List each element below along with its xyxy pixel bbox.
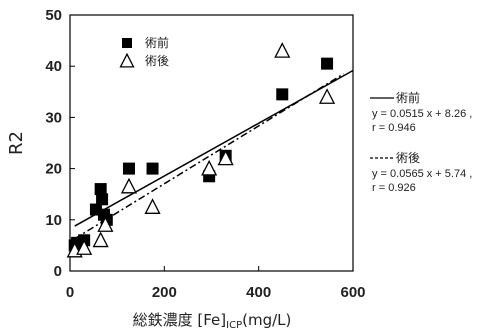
- legend-marker-postop: [119, 52, 135, 68]
- x-axis-title: 総鉄濃度 [Fe]ICP(mg/L): [133, 311, 292, 331]
- annotation-label: 術前: [396, 90, 420, 105]
- point-postop: [76, 239, 93, 255]
- axes: [69, 14, 354, 272]
- legend-marker-preop: [122, 38, 132, 48]
- point-postop: [201, 159, 218, 176]
- y-tick-label: 20: [45, 161, 62, 178]
- fit-line-preop: [74, 69, 354, 227]
- fit-annotations: 術前 y = 0.0515 x + 8.26 , r = 0.946 術後 y = 0.…: [370, 90, 472, 194]
- point-preop: [96, 193, 109, 206]
- annotation-equation: y = 0.0515 x + 8.26 ,: [372, 108, 472, 120]
- x-tick-label: 400: [246, 284, 271, 301]
- point-preop: [94, 183, 107, 196]
- point-postop: [144, 198, 161, 214]
- legend-label: 術前: [145, 35, 169, 50]
- data-points: [66, 42, 336, 258]
- y-tick-label: 50: [45, 7, 62, 24]
- point-preop: [146, 162, 159, 175]
- fit-lines: [74, 69, 354, 240]
- y-tick-label: 10: [45, 212, 62, 229]
- x-axis-title-subscript: ICP: [226, 320, 242, 331]
- x-tick-label: 0: [66, 284, 74, 301]
- annotation-r-value: r = 0.946: [372, 122, 416, 134]
- point-preop: [122, 162, 135, 175]
- point-preop: [321, 57, 334, 70]
- fit-line-postop: [74, 73, 344, 240]
- point-postop: [217, 149, 234, 166]
- plot-frame: [69, 14, 354, 272]
- legend-label: 術後: [145, 54, 169, 68]
- annotation-label: 術後: [396, 151, 420, 165]
- point-postop: [318, 88, 336, 104]
- x-axis-title-main: 総鉄濃度 [Fe]: [133, 311, 227, 329]
- x-tick-label: 600: [340, 284, 365, 301]
- point-postop: [92, 231, 109, 248]
- y-tick-label: 40: [45, 58, 62, 75]
- x-tick-label: 200: [152, 284, 177, 301]
- y-tick-label: 30: [45, 109, 62, 126]
- point-postop: [120, 177, 138, 194]
- x-axis-title-unit: (mg/L): [242, 311, 291, 329]
- point-preop: [276, 88, 289, 101]
- annotation-r-value: r = 0.926: [372, 182, 416, 194]
- annotation-equation: y = 0.0565 x + 5.74 ,: [372, 168, 472, 180]
- point-postop: [97, 216, 114, 232]
- x-axis-ticks: 0 200 400 600: [66, 266, 366, 301]
- y-axis-title: R2: [6, 131, 27, 155]
- y-tick-label: 0: [54, 263, 62, 280]
- y-axis-ticks: 0 10 20 30 40 50: [45, 7, 75, 280]
- point-postop: [274, 42, 291, 58]
